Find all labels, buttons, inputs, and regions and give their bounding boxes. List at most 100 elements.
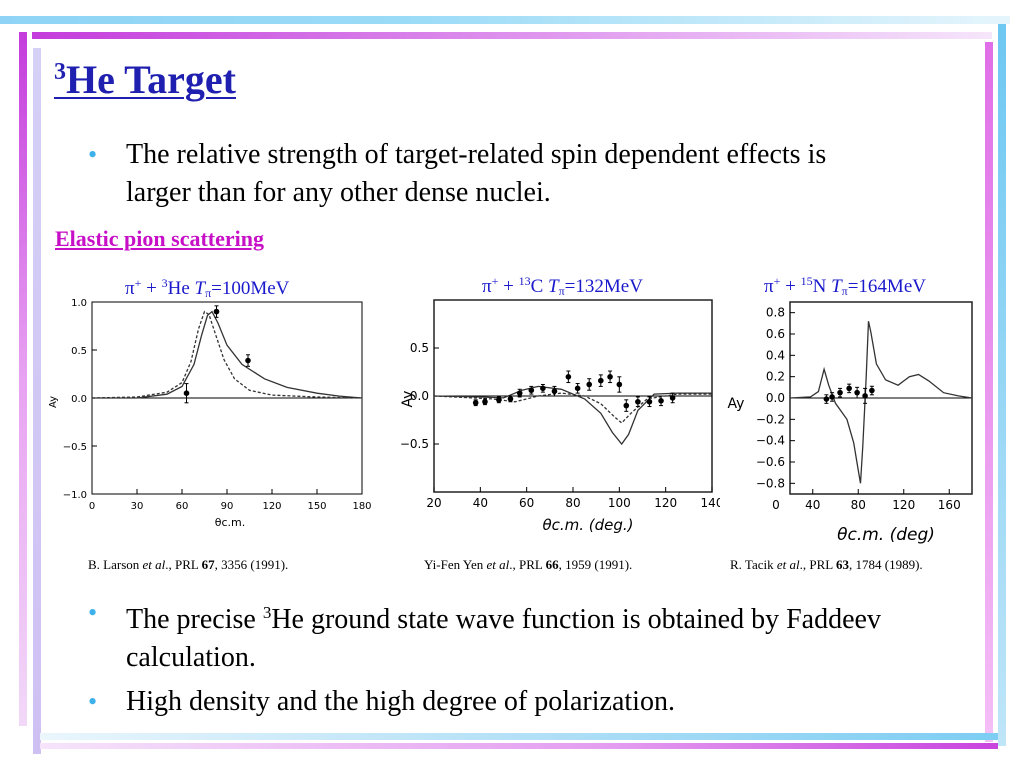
chart-title-c13: π+ + 13C Tπ=132MeV — [482, 274, 643, 299]
chart-title-energy: =100MeV — [211, 278, 290, 299]
chart-title-plus: + — [498, 276, 519, 297]
chart-title-pi-charge: + — [491, 274, 499, 288]
title-superscript: 3 — [54, 59, 66, 85]
right-bar-magenta — [985, 42, 993, 742]
chart-title-he3: π+ + 3He Tπ=100MeV — [125, 276, 289, 301]
y-tick-label: −0.8 — [756, 476, 785, 490]
citation-yen: Yi-Fen Yen et al., PRL 66, 1959 (1991). — [424, 557, 632, 573]
data-point — [862, 393, 868, 399]
data-point — [669, 395, 676, 401]
chart-title-plus: + — [780, 276, 801, 297]
y-tick-label: −0.2 — [756, 412, 785, 426]
citation-author: R. Tacik — [730, 557, 777, 572]
title-text: He Target — [66, 57, 236, 102]
citation-journal: ., PRL — [165, 557, 202, 572]
top-bar-blue — [0, 16, 1010, 24]
x-tick-label: 120 — [262, 501, 281, 512]
data-point — [635, 398, 641, 405]
data-point — [574, 385, 581, 392]
bottom-bar-magenta — [40, 743, 998, 749]
data-point — [540, 385, 546, 392]
bullet-1: • The relative strength of target-relate… — [88, 136, 886, 212]
y-tick-label: 0.0 — [410, 389, 429, 403]
y-tick-label: −1.0 — [63, 490, 87, 501]
data-point — [551, 388, 558, 394]
citation-etal: et al — [776, 557, 800, 572]
y-tick-label: 0.4 — [766, 348, 785, 362]
series-line-dashed — [91, 310, 363, 399]
chart-he3-ay: Ay θc.m. 1.0 0.5 0.0 −0.5 −1.00 30 60 90 120 150 1… — [48, 298, 372, 529]
citation-author: B. Larson — [88, 557, 143, 572]
bullet-2-text-post: He ground state wave function is obtaine… — [126, 604, 881, 673]
chart-title-mass-number: 13 — [518, 274, 531, 288]
x-tick-label: 60 — [519, 496, 534, 510]
chart-title-T: T — [548, 276, 559, 297]
x-tick-label: 120 — [892, 498, 915, 512]
left-bar-magenta — [19, 32, 27, 726]
x-tick-label: 30 — [131, 501, 144, 512]
data-point — [623, 402, 630, 409]
citation-etal: et al — [142, 557, 166, 572]
bullet-1-text: The relative strength of target-related … — [126, 139, 827, 208]
data-point — [565, 374, 572, 380]
chart-title-n15: π+ + 15N Tπ=164MeV — [764, 274, 926, 299]
bullet-3: • High density and the high degree of po… — [88, 683, 946, 721]
data-point — [516, 390, 523, 396]
data-point — [869, 387, 875, 394]
y-tick-label: 0.0 — [71, 394, 87, 405]
x-tick-label: 180 — [352, 501, 371, 512]
data-point — [183, 390, 190, 396]
chart-title-energy: =164MeV — [847, 276, 926, 297]
series-line-solid — [92, 310, 363, 399]
data-point — [482, 398, 488, 405]
citation-journal: ., PRL — [799, 557, 836, 572]
data-point — [854, 389, 860, 396]
data-point — [598, 377, 604, 384]
y-tick-label: −0.5 — [400, 437, 429, 451]
citation-rest: , 3356 (1991). — [214, 557, 289, 572]
chart-title-nucleus: He — [167, 278, 195, 299]
slide-title: 3He Target — [54, 56, 236, 103]
y-axis-label: Ay — [400, 391, 416, 408]
y-tick-label: −0.6 — [756, 455, 785, 469]
data-point — [829, 394, 835, 400]
y-tick-label: 0.5 — [71, 346, 87, 357]
x-tick-label: 120 — [654, 496, 677, 510]
y-tick-label: 1.0 — [71, 298, 87, 309]
chart-title-pi-charge: + — [773, 274, 781, 288]
data-point — [823, 396, 830, 402]
chart-title-mass-number: 3 — [161, 276, 168, 290]
chart-n15-ay: Ay θc.m. (deg) 0.8 0.6 0.4 0.2 0.0 −0.2 −0.4 −0… — [728, 301, 973, 545]
y-tick-label: 0.2 — [766, 370, 785, 384]
citation-volume: 67 — [201, 557, 215, 572]
chart-title-pi: π — [482, 276, 492, 297]
data-point — [245, 357, 251, 364]
citation-journal: ., PRL — [509, 557, 546, 572]
x-tick-label: 60 — [176, 501, 189, 512]
citation-larson: B. Larson et al., PRL 67, 3356 (1991). — [88, 557, 288, 573]
data-point — [586, 381, 593, 388]
right-bar-blue — [998, 24, 1006, 746]
data-point — [213, 308, 220, 315]
chart-title-plus: + — [141, 278, 162, 299]
chart-title-T: T — [831, 276, 842, 297]
bottom-bar-blue — [40, 733, 998, 740]
data-point — [528, 387, 535, 394]
x-tick-label: 100 — [608, 496, 631, 510]
chart-title-pi: π — [764, 276, 774, 297]
citation-volume: 63 — [835, 557, 849, 572]
y-tick-label: 0.6 — [766, 327, 785, 341]
bullet-3-dot: • — [88, 687, 98, 716]
bullet-2-text-pre: The precise — [126, 604, 263, 635]
data-point — [472, 399, 479, 406]
chart-title-nucleus: N — [812, 276, 832, 297]
citation-rest: , 1959 (1991). — [558, 557, 633, 572]
x-tick-label: 80 — [851, 498, 866, 512]
chart-title-nucleus: C — [530, 276, 549, 297]
bullet-2: • The precise 3He ground state wave func… — [88, 594, 946, 677]
x-tick-label: 40 — [805, 498, 820, 512]
bullet-2-dot: • — [88, 598, 98, 627]
chart-title-T: T — [194, 278, 206, 299]
y-tick-label: 0.0 — [766, 391, 785, 405]
x-axis-label: θc.m. (deg.) — [542, 516, 633, 534]
